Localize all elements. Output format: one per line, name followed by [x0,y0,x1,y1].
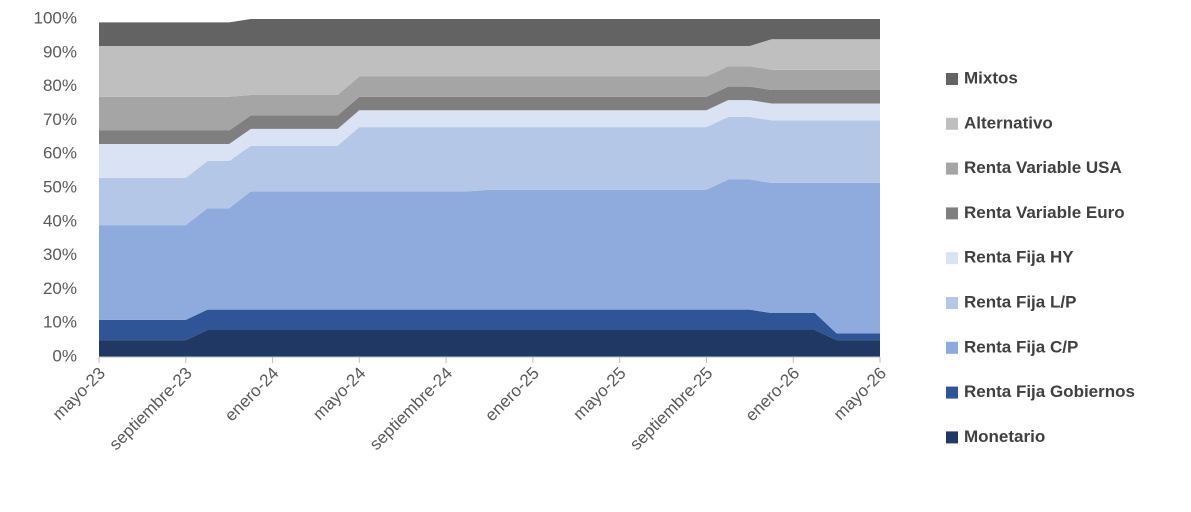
y-tick-label: 90% [43,42,77,61]
legend-label: Alternativo [964,113,1053,132]
x-tick-label: mayo-26 [830,364,890,424]
area [99,39,880,97]
x-tick-label: mayo-23 [49,364,109,424]
y-tick-label: 60% [43,144,77,163]
area [99,179,880,334]
area [99,19,880,47]
area [99,100,880,178]
legend-label: Monetario [964,427,1045,446]
legend-swatch [946,162,958,175]
legend-label: Renta Fija C/P [964,337,1078,356]
x-tick-label: enero-24 [221,364,283,426]
area [99,329,880,357]
legend-swatch [946,341,958,354]
legend-swatch [946,207,958,220]
y-tick-label: 0% [52,346,77,365]
x-tick-label: mayo-25 [569,364,629,424]
x-tick-label: enero-25 [481,364,543,426]
legend-label: Renta Variable USA [964,158,1122,177]
legend-label: Mixtos [964,68,1018,87]
legend-swatch [946,297,958,309]
legend-swatch [946,252,958,265]
legend-swatch [946,431,958,444]
area [99,309,880,341]
x-tick-label: septiembre-23 [105,364,195,454]
y-tick-label: 40% [43,211,77,230]
legend-label: Renta Fija HY [964,248,1074,267]
x-tick-label: enero-26 [742,364,804,426]
area [99,86,880,145]
area [99,66,880,131]
x-tick-label: septiembre-25 [626,364,716,454]
x-tick-label: mayo-24 [309,364,369,424]
x-tick-label: septiembre-24 [366,364,456,454]
y-tick-label: 100% [34,8,77,27]
legend-label: Renta Fija L/P [964,292,1076,311]
y-tick-label: 70% [43,110,77,129]
legend-label: Renta Variable Euro [964,203,1125,222]
legend-swatch [946,386,958,399]
y-tick-label: 50% [43,177,77,196]
y-tick-label: 10% [43,313,77,332]
area [99,117,880,226]
legend-swatch [946,117,958,130]
y-tick-label: 80% [43,76,77,95]
y-tick-label: 20% [43,279,77,298]
legend-swatch [946,73,958,85]
legend-label: Renta Fija Gobiernos [964,382,1135,401]
y-tick-label: 30% [43,245,77,264]
